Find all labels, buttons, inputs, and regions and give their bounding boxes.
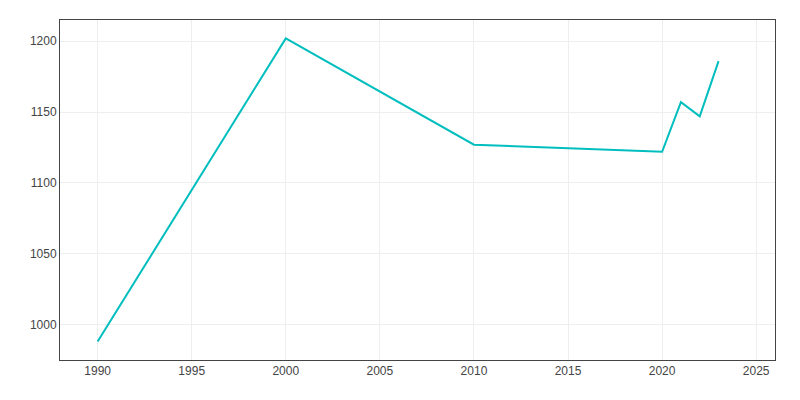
svg-text:1000: 1000 [30,318,57,332]
svg-text:2020: 2020 [649,364,676,378]
svg-text:2025: 2025 [743,364,770,378]
svg-text:1150: 1150 [31,105,57,119]
svg-text:1050: 1050 [30,247,57,261]
svg-text:1100: 1100 [31,176,57,190]
svg-text:2005: 2005 [367,364,394,378]
svg-text:1990: 1990 [84,364,111,378]
svg-text:2010: 2010 [461,364,488,378]
svg-text:1995: 1995 [178,364,205,378]
svg-text:2015: 2015 [555,364,582,378]
svg-text:1200: 1200 [30,34,57,48]
svg-text:2000: 2000 [272,364,299,378]
